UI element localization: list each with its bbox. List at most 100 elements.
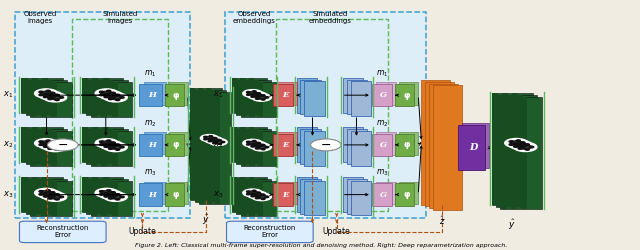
Circle shape: [106, 93, 117, 98]
Circle shape: [514, 142, 537, 152]
Circle shape: [208, 140, 211, 142]
Text: E: E: [282, 141, 288, 149]
Circle shape: [521, 142, 525, 144]
Text: E: E: [282, 190, 288, 198]
FancyBboxPatch shape: [351, 81, 371, 116]
Text: $x_3$: $x_3$: [213, 189, 223, 200]
FancyBboxPatch shape: [296, 177, 317, 212]
Circle shape: [111, 192, 115, 194]
Circle shape: [260, 144, 264, 146]
Circle shape: [104, 96, 108, 98]
FancyBboxPatch shape: [101, 82, 108, 116]
Circle shape: [518, 148, 522, 149]
FancyBboxPatch shape: [51, 82, 57, 116]
FancyBboxPatch shape: [168, 132, 188, 154]
FancyBboxPatch shape: [21, 128, 28, 162]
FancyBboxPatch shape: [496, 95, 502, 206]
FancyBboxPatch shape: [258, 132, 263, 166]
FancyBboxPatch shape: [376, 182, 396, 204]
FancyBboxPatch shape: [372, 134, 392, 156]
Circle shape: [518, 145, 522, 146]
Circle shape: [509, 144, 513, 145]
FancyBboxPatch shape: [396, 184, 415, 206]
Circle shape: [46, 90, 51, 92]
Circle shape: [95, 188, 118, 198]
FancyBboxPatch shape: [97, 130, 103, 164]
FancyBboxPatch shape: [32, 177, 38, 212]
FancyBboxPatch shape: [91, 181, 97, 216]
Circle shape: [44, 196, 47, 197]
Circle shape: [204, 136, 207, 138]
Circle shape: [39, 144, 43, 146]
Circle shape: [115, 144, 120, 146]
Circle shape: [255, 195, 259, 196]
Circle shape: [261, 198, 265, 200]
FancyBboxPatch shape: [351, 131, 371, 166]
Circle shape: [252, 143, 271, 151]
FancyBboxPatch shape: [26, 179, 32, 214]
Circle shape: [243, 90, 262, 97]
FancyBboxPatch shape: [241, 177, 246, 212]
Circle shape: [107, 190, 111, 191]
FancyBboxPatch shape: [351, 181, 371, 216]
Circle shape: [106, 143, 117, 148]
FancyBboxPatch shape: [140, 84, 161, 106]
FancyBboxPatch shape: [376, 132, 396, 154]
Circle shape: [257, 96, 266, 99]
Circle shape: [256, 142, 260, 144]
Circle shape: [208, 138, 211, 140]
Circle shape: [108, 98, 113, 100]
Circle shape: [39, 190, 62, 200]
FancyBboxPatch shape: [516, 95, 523, 206]
FancyBboxPatch shape: [372, 184, 392, 206]
FancyBboxPatch shape: [245, 80, 250, 114]
Circle shape: [520, 145, 531, 149]
Circle shape: [60, 96, 63, 98]
Circle shape: [310, 139, 341, 151]
FancyBboxPatch shape: [347, 179, 367, 214]
Circle shape: [55, 94, 59, 96]
Circle shape: [55, 99, 59, 100]
FancyBboxPatch shape: [300, 129, 321, 164]
FancyBboxPatch shape: [206, 88, 211, 200]
Circle shape: [516, 144, 520, 146]
Text: φ: φ: [173, 140, 179, 149]
FancyBboxPatch shape: [92, 128, 99, 162]
Circle shape: [255, 98, 259, 99]
Text: $\hat{z}$: $\hat{z}$: [439, 214, 445, 227]
FancyBboxPatch shape: [232, 78, 237, 112]
Circle shape: [99, 190, 104, 192]
FancyBboxPatch shape: [168, 82, 188, 105]
FancyBboxPatch shape: [26, 80, 32, 114]
FancyBboxPatch shape: [164, 84, 184, 106]
FancyBboxPatch shape: [399, 82, 419, 105]
Circle shape: [48, 148, 52, 150]
Circle shape: [108, 145, 113, 146]
Circle shape: [104, 146, 108, 148]
Circle shape: [46, 95, 51, 96]
Text: H: H: [148, 91, 156, 99]
FancyBboxPatch shape: [190, 88, 222, 200]
FancyBboxPatch shape: [496, 95, 538, 206]
FancyBboxPatch shape: [258, 181, 263, 216]
Text: Update: Update: [323, 228, 351, 236]
FancyBboxPatch shape: [21, 78, 63, 112]
Circle shape: [248, 92, 257, 95]
Circle shape: [116, 144, 120, 146]
Text: $x_1$: $x_1$: [213, 90, 223, 101]
Circle shape: [257, 146, 260, 148]
Circle shape: [51, 142, 54, 144]
FancyBboxPatch shape: [21, 177, 63, 212]
FancyBboxPatch shape: [241, 128, 246, 162]
Circle shape: [255, 145, 259, 146]
Circle shape: [44, 93, 67, 102]
FancyBboxPatch shape: [91, 181, 132, 216]
Circle shape: [246, 191, 250, 192]
FancyBboxPatch shape: [521, 97, 527, 208]
FancyBboxPatch shape: [102, 177, 109, 212]
Circle shape: [246, 92, 250, 93]
FancyBboxPatch shape: [30, 82, 36, 116]
FancyBboxPatch shape: [36, 179, 42, 214]
Circle shape: [101, 190, 113, 195]
FancyBboxPatch shape: [86, 179, 128, 214]
